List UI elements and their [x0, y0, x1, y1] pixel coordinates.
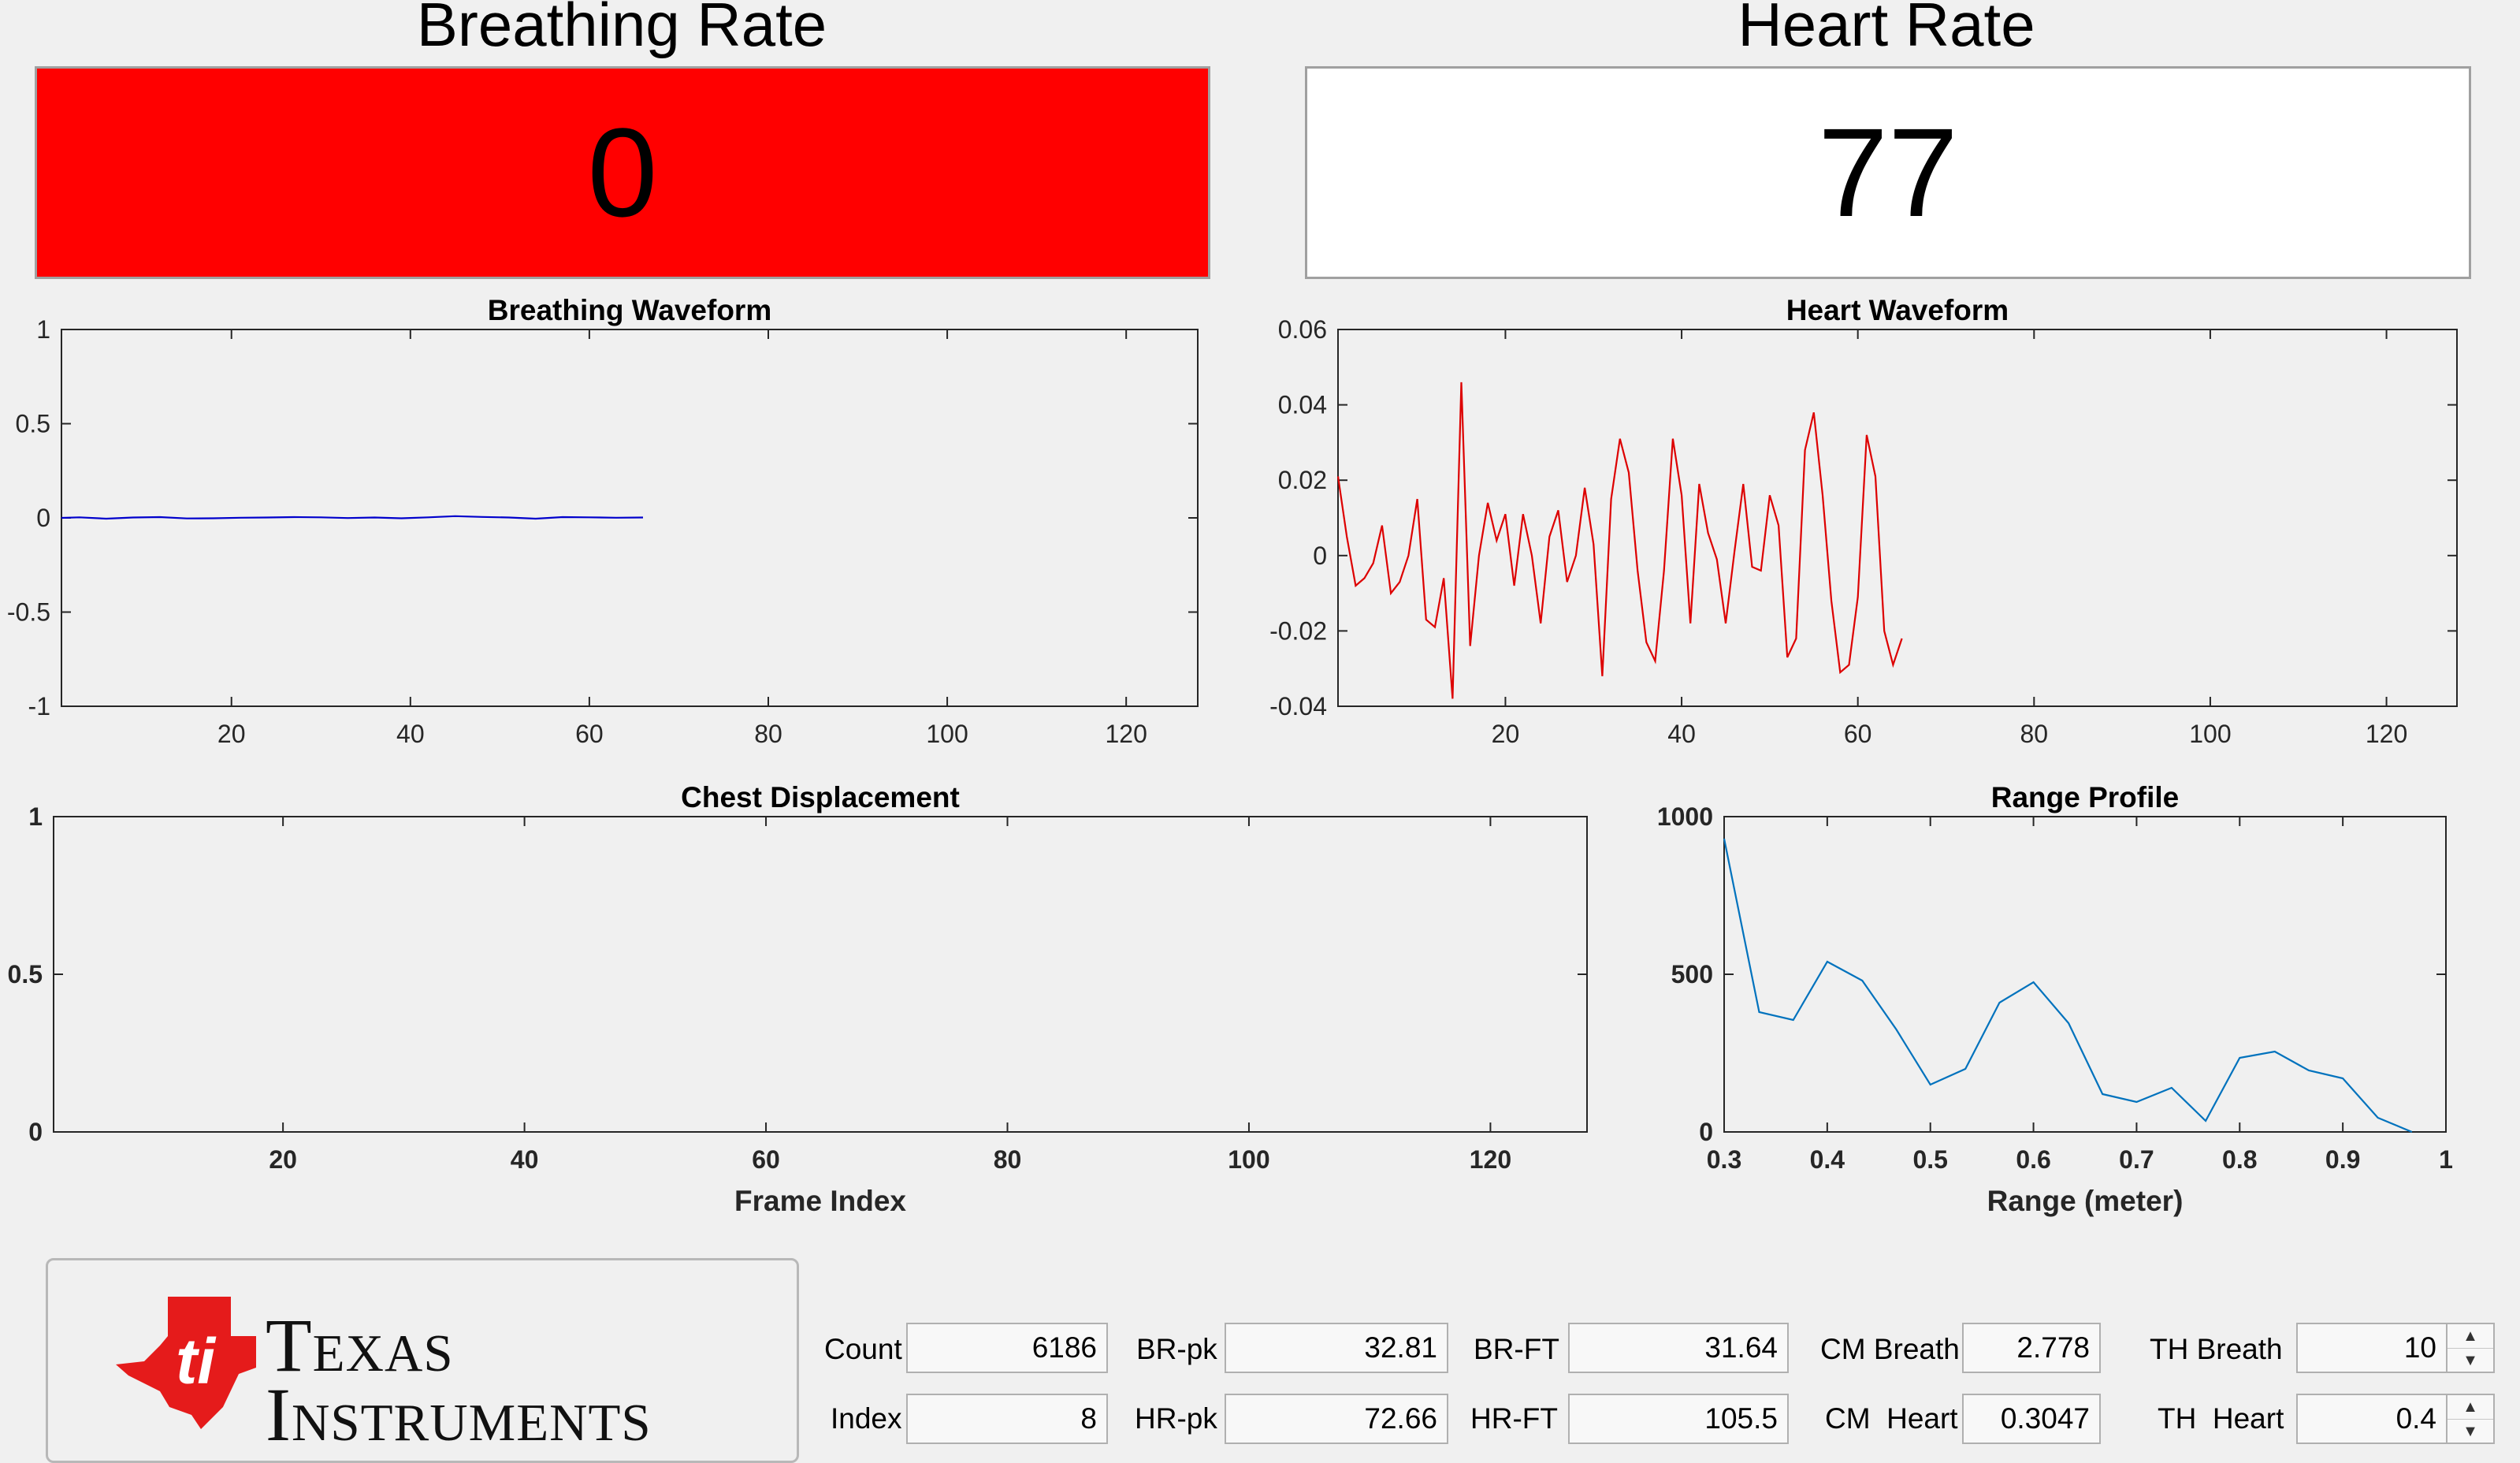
y-tick-label: 0.5: [8, 960, 43, 988]
heart-rate-display: 77: [1305, 66, 2471, 279]
y-tick-label: 0.04: [1278, 391, 1327, 419]
stepper-up-icon[interactable]: ▲: [2448, 1395, 2493, 1420]
breathing-rate-display: 0: [35, 66, 1210, 279]
y-tick-label: 0.5: [16, 410, 50, 438]
index-label: Index: [831, 1402, 902, 1435]
stepper-down-icon[interactable]: ▼: [2462, 1422, 2478, 1440]
x-tick-label: 0.9: [2325, 1145, 2360, 1174]
y-tick-label: 0.06: [1278, 315, 1327, 344]
x-tick-label: 0.8: [2222, 1145, 2257, 1174]
x-tick-label: 100: [2189, 720, 2231, 748]
x-tick-label: 100: [1228, 1145, 1269, 1174]
ti-logo-icon: ti: [116, 1297, 256, 1429]
range-profile-chart: Range Profile 0.3 0.4 0.5 0.6 0.7 0.8 0.9 1 0 500 1…: [1657, 781, 2453, 1217]
x-tick-label: 20: [1492, 720, 1520, 748]
x-tick-label: 0.5: [1912, 1145, 1947, 1174]
series-line: [61, 515, 644, 520]
x-tick-label: 0.7: [2119, 1145, 2154, 1174]
th-heart-field[interactable]: 0.4: [2296, 1394, 2448, 1444]
hrpk-field[interactable]: 72.66: [1225, 1394, 1448, 1444]
y-tick-label: 0: [1313, 542, 1327, 570]
y-tick-label: 1: [28, 802, 43, 831]
x-tick-label: 120: [1470, 1145, 1511, 1174]
x-tick-label: 60: [575, 720, 604, 748]
cm-breath-label: CM Breath: [1820, 1333, 1960, 1365]
count-field[interactable]: 6186: [906, 1323, 1108, 1373]
x-tick-label: 1: [2439, 1145, 2453, 1174]
th-heart-label: TH Heart: [2158, 1402, 2284, 1435]
axes-box: [1337, 329, 2458, 707]
logo-text-instruments: Instruments: [266, 1372, 652, 1457]
chart-title: Range Profile: [1991, 781, 2180, 813]
brft-label: BR-FT: [1474, 1333, 1559, 1365]
y-tick-label: -0.04: [1269, 692, 1327, 720]
x-tick-label: 40: [396, 720, 425, 748]
logo-text-texas: Texas: [266, 1303, 454, 1387]
y-tick-label: 0.02: [1278, 466, 1327, 494]
x-tick-label: 60: [752, 1145, 780, 1174]
th-heart-stepper[interactable]: ▲ ▼: [2448, 1394, 2495, 1444]
x-tick-label: 80: [994, 1145, 1022, 1174]
count-label: Count: [824, 1333, 902, 1365]
index-field[interactable]: 8: [906, 1394, 1108, 1444]
x-tick-label: 80: [2020, 720, 2049, 748]
heart-waveform-chart: Heart Waveform 20 40 60 80 100 120 -0.04 -0.02 0 0…: [1269, 294, 2458, 748]
heart-rate-title: Heart Rate: [1738, 0, 2035, 59]
y-tick-label: -1: [28, 692, 50, 720]
hrft-label: HR-FT: [1470, 1402, 1558, 1435]
y-tick-label: -0.5: [7, 598, 50, 627]
y-tick-label: 1000: [1657, 802, 1713, 831]
x-tick-label: 120: [1105, 720, 1147, 748]
y-tick-label: 0: [28, 1118, 43, 1146]
breathing-rate-value: 0: [587, 102, 658, 243]
th-breath-stepper[interactable]: ▲ ▼: [2448, 1323, 2495, 1373]
cm-breath-field[interactable]: 2.778: [1962, 1323, 2101, 1373]
x-tick-label: 40: [1667, 720, 1696, 748]
x-tick-label: 80: [754, 720, 782, 748]
th-breath-label: TH Breath: [2150, 1333, 2283, 1365]
y-tick-label: 1: [36, 315, 50, 344]
logo-panel: ti Texas Instruments: [46, 1258, 799, 1463]
hrft-field[interactable]: 105.5: [1568, 1394, 1789, 1444]
th-breath-field[interactable]: 10: [2296, 1323, 2448, 1373]
x-tick-label: 60: [1844, 720, 1872, 748]
breathing-rate-title: Breathing Rate: [416, 0, 827, 59]
y-tick-label: 500: [1671, 960, 1713, 988]
y-tick-label: 0: [1699, 1118, 1713, 1146]
cm-heart-field[interactable]: 0.3047: [1962, 1394, 2101, 1444]
axes-box: [1723, 816, 2447, 1133]
x-tick-label: 0.3: [1707, 1145, 1741, 1174]
brpk-field[interactable]: 32.81: [1225, 1323, 1448, 1373]
chest-displacement-chart: Chest Displacement 20 40 60 80 100 120 0 0.5 1 Fra…: [8, 781, 1588, 1217]
axes-box: [53, 816, 1588, 1133]
y-tick-label: -0.02: [1269, 616, 1327, 645]
x-axis-label: Range (meter): [1987, 1185, 2184, 1217]
x-tick-label: 120: [2366, 720, 2407, 748]
brpk-label: BR-pk: [1136, 1333, 1217, 1365]
heart-rate-value: 77: [1818, 102, 1958, 243]
chart-title: Heart Waveform: [1786, 294, 2009, 326]
x-tick-label: 40: [511, 1145, 539, 1174]
cm-heart-label: CM Heart: [1825, 1402, 1958, 1435]
hrpk-label: HR-pk: [1135, 1402, 1217, 1435]
x-tick-label: 20: [269, 1145, 297, 1174]
stepper-up-icon[interactable]: ▲: [2448, 1324, 2493, 1349]
x-axis-label: Frame Index: [734, 1185, 906, 1217]
brft-field[interactable]: 31.64: [1568, 1323, 1789, 1373]
x-tick-label: 20: [217, 720, 246, 748]
series-line: [1336, 382, 1903, 699]
breathing-waveform-chart: Breathing Waveform 20 40 60 80 100 120 -1 -0.5 0 0…: [7, 294, 1199, 748]
x-tick-label: 0.4: [1810, 1145, 1845, 1174]
chart-title: Chest Displacement: [681, 781, 960, 813]
series-line: [1723, 838, 2413, 1134]
chart-title: Breathing Waveform: [488, 294, 771, 326]
stepper-down-icon[interactable]: ▼: [2462, 1351, 2478, 1369]
svg-text:ti: ti: [176, 1326, 217, 1398]
x-tick-label: 0.6: [2016, 1145, 2050, 1174]
y-tick-label: 0: [36, 504, 50, 532]
x-tick-label: 100: [926, 720, 968, 748]
